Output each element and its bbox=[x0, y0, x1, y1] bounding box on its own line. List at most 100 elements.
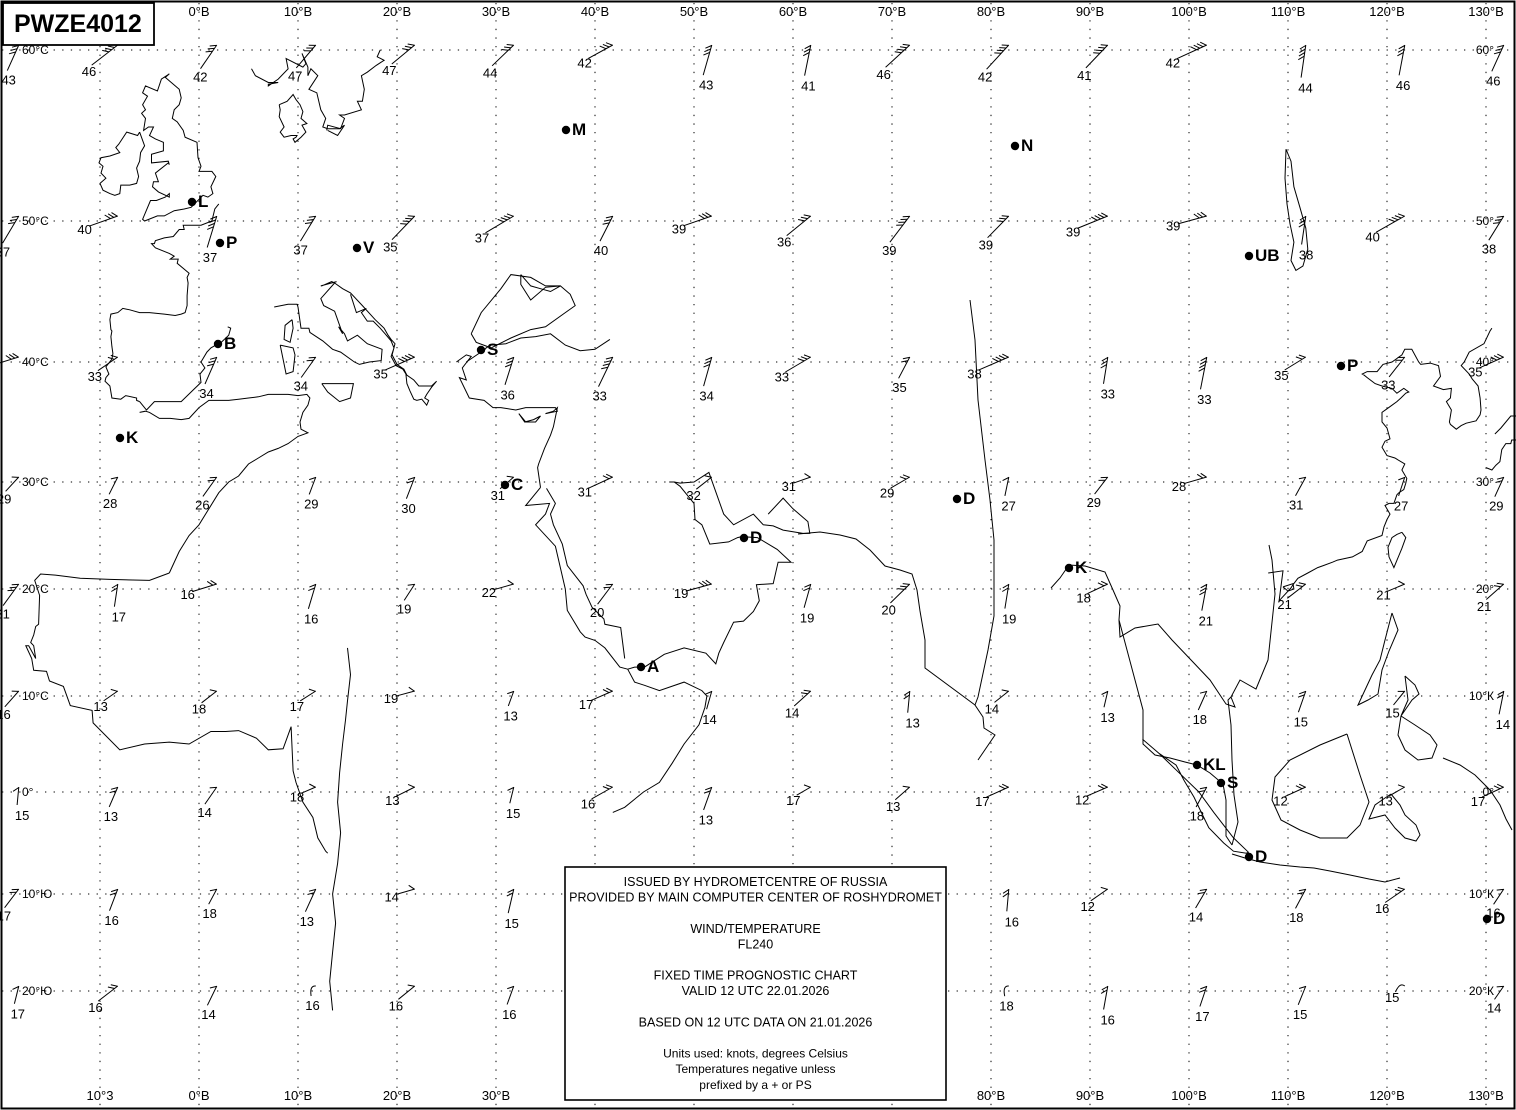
svg-text:46: 46 bbox=[1486, 73, 1500, 88]
svg-text:13: 13 bbox=[104, 809, 118, 824]
svg-text:17: 17 bbox=[0, 909, 11, 924]
svg-text:FIXED TIME PROGNOSTIC CHART: FIXED TIME PROGNOSTIC CHART bbox=[654, 969, 858, 983]
svg-text:20: 20 bbox=[881, 603, 895, 618]
svg-text:13: 13 bbox=[503, 708, 517, 723]
svg-text:16: 16 bbox=[180, 587, 194, 602]
svg-text:12: 12 bbox=[1075, 793, 1089, 808]
svg-text:10°К: 10°К bbox=[1469, 887, 1494, 901]
svg-text:120°B: 120°B bbox=[1369, 4, 1405, 19]
svg-text:22: 22 bbox=[482, 585, 496, 600]
svg-text:15: 15 bbox=[15, 808, 29, 823]
svg-text:39: 39 bbox=[1066, 225, 1080, 240]
svg-text:70°B: 70°B bbox=[878, 4, 906, 19]
svg-text:33: 33 bbox=[1197, 392, 1211, 407]
svg-text:29: 29 bbox=[304, 497, 318, 512]
svg-text:26: 26 bbox=[195, 497, 209, 512]
svg-text:PROVIDED BY MAIN COMPUTER CENT: PROVIDED BY MAIN COMPUTER CENTER OF ROSH… bbox=[569, 891, 942, 905]
svg-text:18: 18 bbox=[192, 702, 206, 717]
svg-text:15: 15 bbox=[1294, 715, 1308, 730]
svg-text:42: 42 bbox=[1166, 55, 1180, 70]
svg-text:41: 41 bbox=[801, 78, 815, 93]
svg-text:17: 17 bbox=[786, 793, 800, 808]
svg-text:41: 41 bbox=[1077, 68, 1091, 83]
svg-text:17: 17 bbox=[1471, 794, 1485, 809]
svg-text:FL240: FL240 bbox=[738, 937, 773, 951]
svg-text:13: 13 bbox=[1100, 710, 1114, 725]
svg-text:UB: UB bbox=[1255, 246, 1280, 265]
svg-text:16: 16 bbox=[1375, 901, 1389, 916]
svg-text:18: 18 bbox=[290, 790, 304, 805]
svg-text:47: 47 bbox=[382, 63, 396, 78]
svg-text:18: 18 bbox=[1289, 910, 1303, 925]
svg-text:40°C: 40°C bbox=[22, 355, 49, 369]
svg-text:BASED ON 12 UTC DATA ON 21.01: BASED ON 12 UTC DATA ON 21.01.2026 bbox=[639, 1015, 873, 1029]
svg-text:16: 16 bbox=[581, 796, 595, 811]
svg-text:35: 35 bbox=[1468, 364, 1482, 379]
svg-text:PWZE4012: PWZE4012 bbox=[14, 10, 142, 38]
svg-text:32: 32 bbox=[686, 488, 700, 503]
svg-text:110°B: 110°B bbox=[1271, 4, 1306, 19]
svg-text:19: 19 bbox=[800, 610, 814, 625]
svg-text:40: 40 bbox=[1365, 230, 1379, 245]
svg-text:35: 35 bbox=[383, 240, 397, 255]
svg-text:K: K bbox=[126, 428, 139, 447]
svg-text:36: 36 bbox=[500, 387, 514, 402]
svg-text:100°B: 100°B bbox=[1171, 1088, 1207, 1103]
svg-text:30°: 30° bbox=[1476, 475, 1494, 489]
svg-text:39: 39 bbox=[979, 238, 993, 253]
svg-text:29: 29 bbox=[0, 491, 11, 506]
svg-text:20°B: 20°B bbox=[383, 4, 411, 19]
svg-text:28: 28 bbox=[103, 496, 117, 511]
svg-text:33: 33 bbox=[88, 369, 102, 384]
svg-text:15: 15 bbox=[506, 806, 520, 821]
svg-text:29: 29 bbox=[1489, 499, 1503, 514]
svg-text:80°B: 80°B bbox=[977, 1088, 1005, 1103]
svg-text:30: 30 bbox=[401, 501, 415, 516]
svg-text:17: 17 bbox=[975, 794, 989, 809]
svg-text:17: 17 bbox=[112, 610, 126, 625]
svg-text:14: 14 bbox=[201, 1007, 215, 1022]
svg-text:31: 31 bbox=[782, 479, 796, 494]
svg-text:S: S bbox=[487, 340, 498, 359]
svg-text:17: 17 bbox=[290, 699, 304, 714]
svg-text:46: 46 bbox=[82, 64, 96, 79]
svg-text:29: 29 bbox=[1087, 495, 1101, 510]
svg-text:N: N bbox=[1021, 136, 1033, 155]
svg-text:27: 27 bbox=[1001, 499, 1015, 514]
svg-text:14: 14 bbox=[1487, 1001, 1501, 1016]
svg-text:19: 19 bbox=[397, 602, 411, 617]
svg-text:19: 19 bbox=[1002, 612, 1016, 627]
svg-text:14: 14 bbox=[1496, 717, 1510, 732]
svg-text:33: 33 bbox=[1101, 387, 1115, 402]
svg-text:38: 38 bbox=[967, 367, 981, 382]
svg-text:34: 34 bbox=[699, 389, 713, 404]
svg-text:0°: 0° bbox=[22, 785, 34, 799]
svg-text:15: 15 bbox=[1385, 990, 1399, 1005]
svg-text:130°B: 130°B bbox=[1468, 1088, 1504, 1103]
svg-text:34: 34 bbox=[199, 386, 213, 401]
svg-text:14: 14 bbox=[985, 701, 999, 716]
svg-text:39: 39 bbox=[1166, 219, 1180, 234]
svg-text:16: 16 bbox=[305, 998, 319, 1013]
svg-text:B: B bbox=[224, 334, 236, 353]
svg-text:20°К: 20°К bbox=[1469, 984, 1494, 998]
svg-text:15: 15 bbox=[1293, 1007, 1307, 1022]
svg-text:21: 21 bbox=[1477, 599, 1491, 614]
svg-text:21: 21 bbox=[1199, 613, 1213, 628]
svg-text:44: 44 bbox=[1298, 81, 1312, 96]
svg-text:16: 16 bbox=[304, 611, 318, 626]
svg-text:18: 18 bbox=[202, 906, 216, 921]
svg-text:50°B: 50°B bbox=[680, 4, 708, 19]
svg-text:VALID 12 UTC 22.01.2026: VALID 12 UTC 22.01.2026 bbox=[682, 984, 830, 998]
svg-text:31: 31 bbox=[491, 488, 505, 503]
svg-text:39: 39 bbox=[672, 221, 686, 236]
svg-text:37: 37 bbox=[0, 245, 10, 260]
svg-text:16: 16 bbox=[104, 913, 118, 928]
svg-text:20°B: 20°B bbox=[383, 1088, 411, 1103]
svg-text:43: 43 bbox=[1, 73, 15, 88]
svg-text:10°B: 10°B bbox=[284, 1088, 312, 1103]
svg-text:D: D bbox=[1493, 909, 1505, 928]
svg-text:21: 21 bbox=[0, 607, 10, 622]
svg-text:40: 40 bbox=[594, 243, 608, 258]
svg-text:13: 13 bbox=[886, 799, 900, 814]
